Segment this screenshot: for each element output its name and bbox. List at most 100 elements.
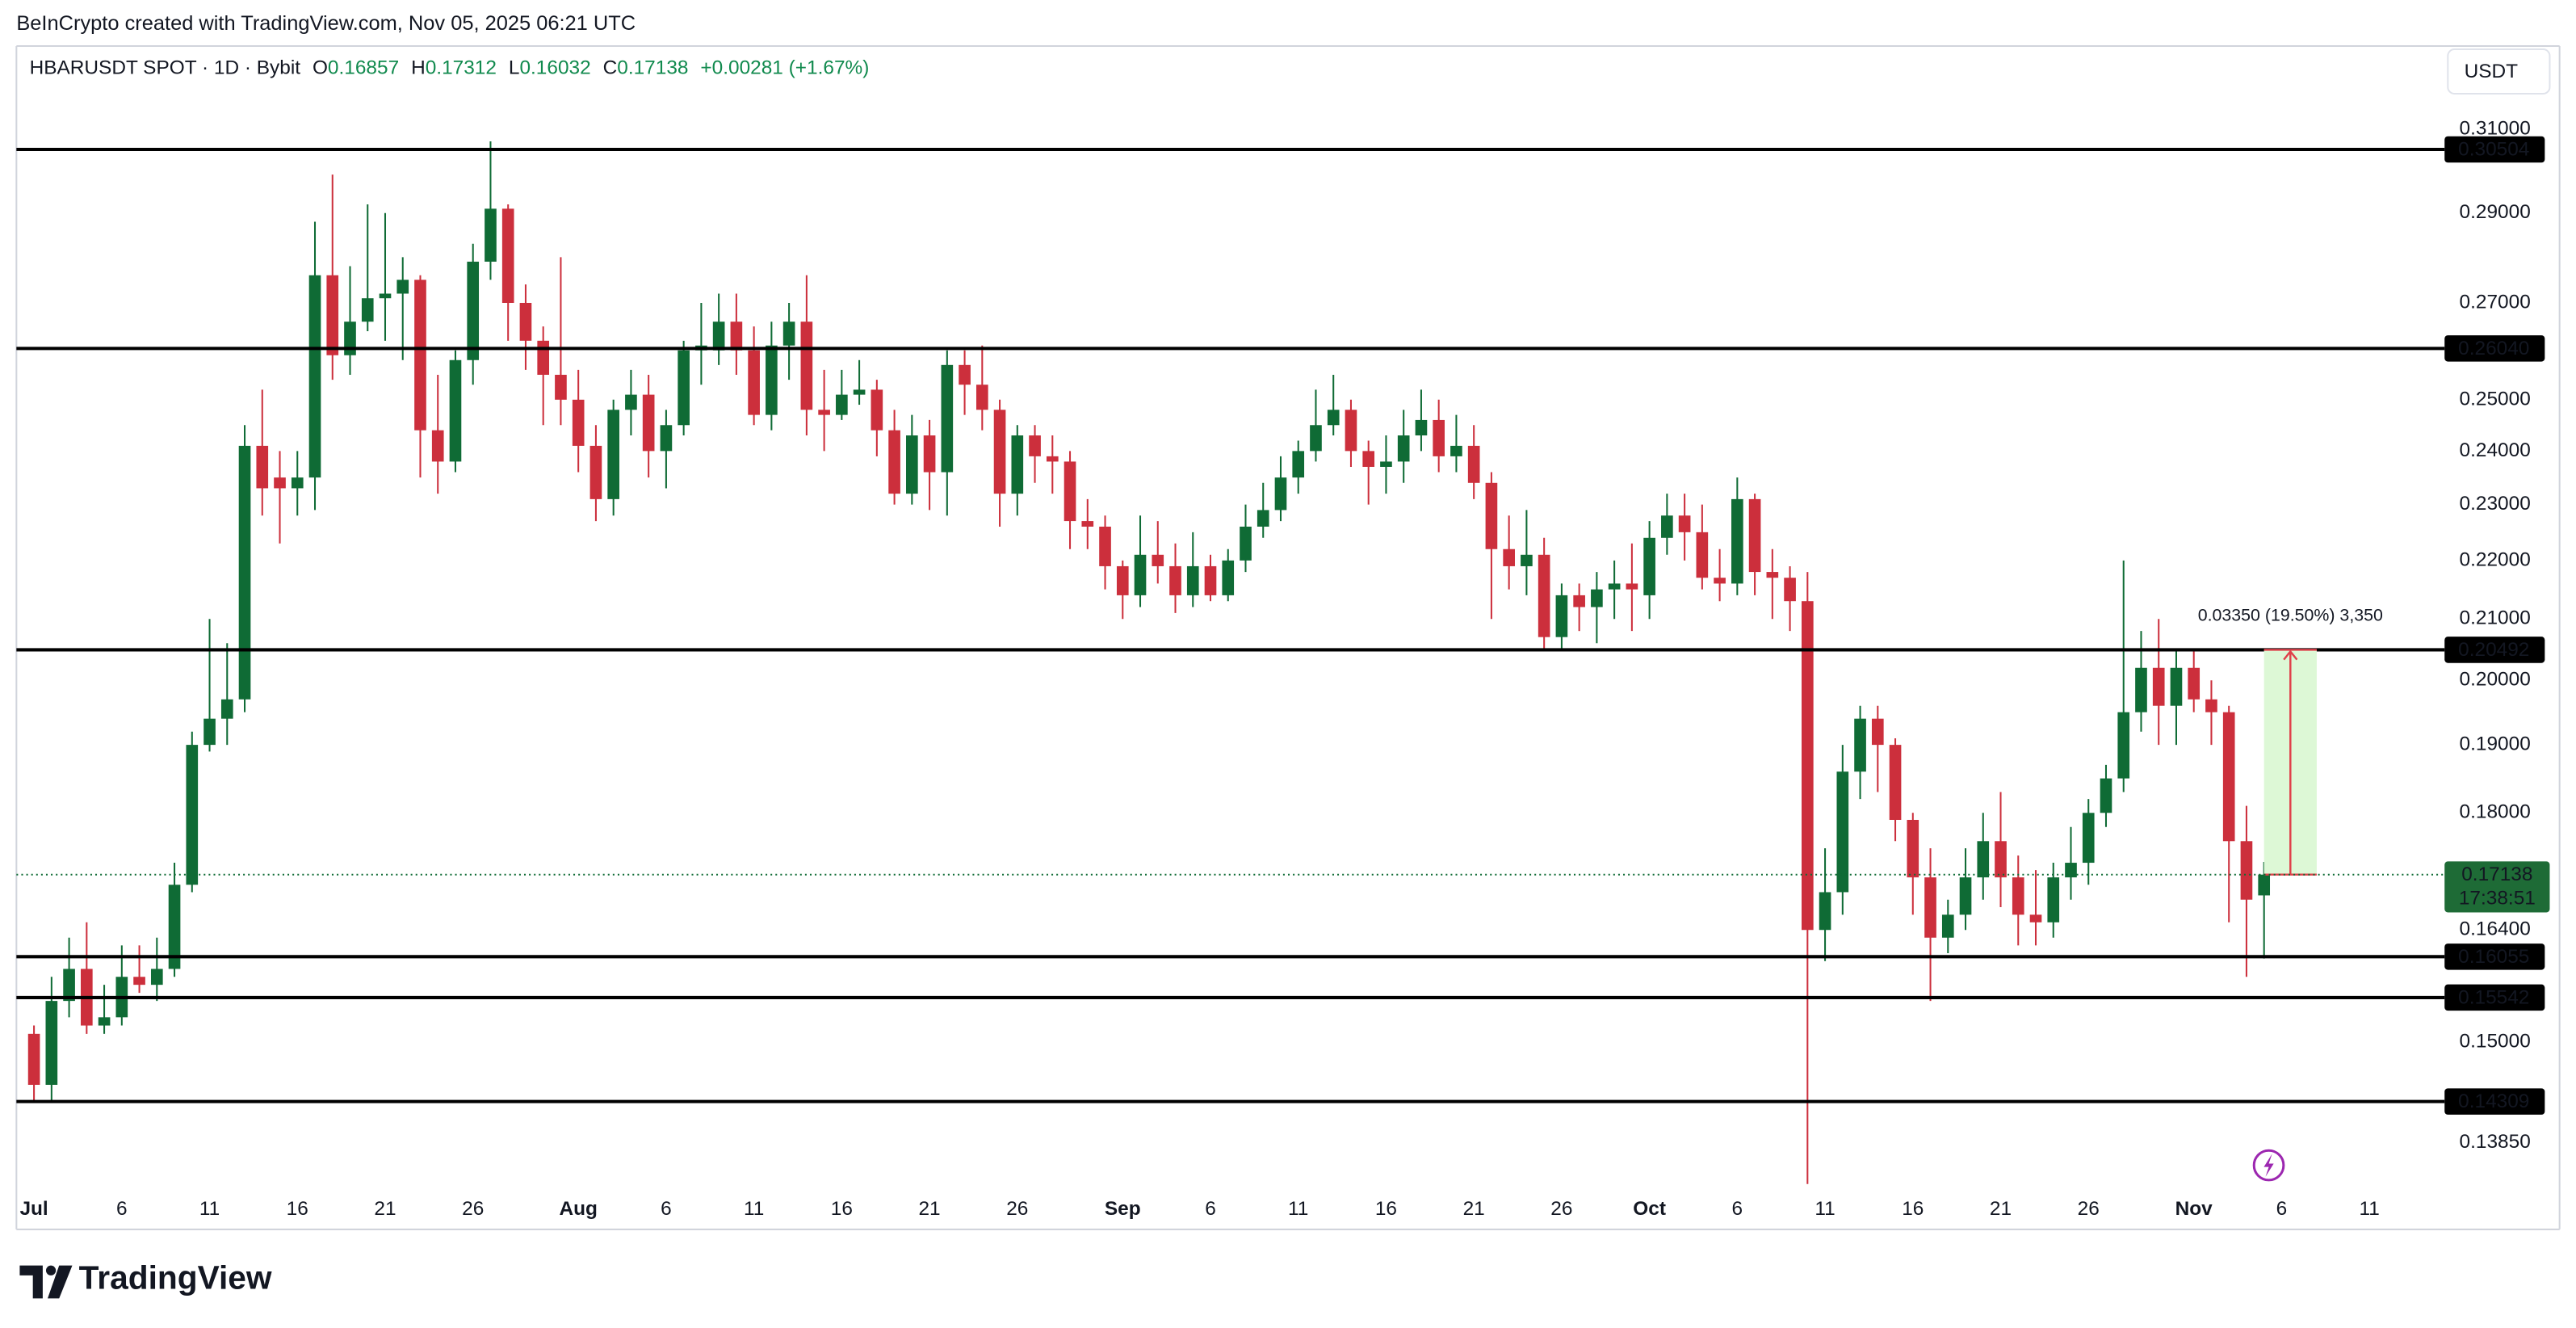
candle-body [2152,667,2165,706]
alert-icon[interactable] [2252,1149,2285,1182]
y-tick-label: 0.25000 [2460,388,2531,410]
candle-body [485,208,497,262]
candle-body [1678,515,1691,532]
candle-body [396,279,409,294]
candle-body [730,321,743,351]
candle-body [1784,578,1796,602]
candle-body [537,340,550,375]
currency[interactable]: USDT [2465,61,2519,82]
x-tick-label: 11 [1288,1198,1308,1220]
candle-body [1274,477,1287,511]
candle-body [1380,461,1392,467]
candle-body [2258,874,2271,896]
candle-body [782,321,795,346]
candle-body [2029,914,2042,922]
x-tick-label: 16 [287,1198,308,1220]
y-tick-label: 0.29000 [2460,201,2531,223]
candle-body [1941,914,1954,938]
x-tick-label: 11 [744,1198,764,1220]
candle-body [431,430,444,462]
candle-body [1397,435,1410,462]
candle-body [1748,498,1761,573]
x-tick-label: 6 [2276,1198,2288,1220]
candle-body [1186,565,1199,595]
ohlc-label: O [313,57,328,79]
candle-body [238,445,251,700]
level-label-box [2444,943,2545,970]
currency-box[interactable] [2447,48,2551,95]
x-tick-label: 11 [199,1198,220,1220]
y-tick-label: 0.31000 [2460,117,2531,139]
candle-body [2100,778,2112,813]
candle-body [1415,419,1428,436]
level-label-box [2444,984,2545,1011]
candle-body [1977,841,1990,878]
candle-body [1081,521,1094,527]
candle-body [1116,565,1129,595]
candle-body [678,350,690,426]
candle-body [2240,841,2253,900]
x-tick-label: 16 [831,1198,853,1220]
x-tick-label: 16 [1375,1198,1397,1220]
x-tick-label: 11 [2359,1198,2379,1220]
candle-body [2047,877,2060,922]
level-label-box [2444,637,2545,663]
candle-body [2205,699,2217,712]
candle-body [220,699,233,719]
candle-body [625,394,637,410]
price-label: 0.17138 [2461,864,2532,885]
candle-body [291,477,304,489]
candle-body [63,969,75,1002]
candle-body [1854,718,1866,772]
ohlc-value: 0.16032 [519,57,590,79]
candle-body [941,364,954,473]
candle-body [1714,578,1726,584]
logo: TradingView [19,1259,272,1299]
candle-body [1643,537,1655,595]
candle-body [2117,712,2130,779]
candle-body [1450,445,1462,456]
candle-body [256,445,269,489]
candle-body [1819,892,1831,931]
candle-body [1222,560,1235,595]
y-tick-label: 0.20000 [2460,669,2531,691]
candle-body [1608,583,1621,590]
alert-bolt[interactable] [2263,1154,2274,1177]
candle-body [2170,667,2183,706]
candle-body [274,477,286,489]
y-tick-label: 0.24000 [2460,439,2531,461]
candle-body [818,410,830,415]
candle-body [168,885,181,969]
candle-body [1626,583,1638,590]
candle-body [1766,572,1779,578]
currency-button[interactable]: USDT [2447,48,2551,95]
candle-body [2222,712,2235,842]
y-tick-label: 0.16400 [2460,918,2531,940]
candle-body [712,321,725,351]
x-tick-label: 6 [661,1198,672,1220]
candle-body [906,435,918,494]
candle-body [993,410,1006,494]
candle-body [888,430,900,494]
candle-body [2082,813,2095,864]
candle-body [203,718,216,746]
candle-body [1204,565,1217,595]
candle-body [308,275,321,478]
candle-body [1871,718,1884,746]
candle-body [1433,419,1445,456]
candle-body [1362,451,1375,467]
candle-body [1995,841,2007,878]
candle-body [589,445,602,499]
candle-body [853,389,866,395]
y-tick-label: 0.21000 [2460,607,2531,629]
x-tick-label: 6 [1732,1198,1743,1220]
level-label-box [2444,1088,2545,1115]
symbol: HBARUSDT SPOT · 1D · Bybit [30,57,301,79]
ohlc-label: L [509,57,520,79]
candle-body [1169,565,1181,595]
level-label-box [2444,136,2545,163]
level-label: 0.16055 [2458,946,2529,968]
candle-body [1134,554,1147,595]
level-label: 0.15542 [2458,986,2529,1008]
logo-mark [19,1265,43,1299]
